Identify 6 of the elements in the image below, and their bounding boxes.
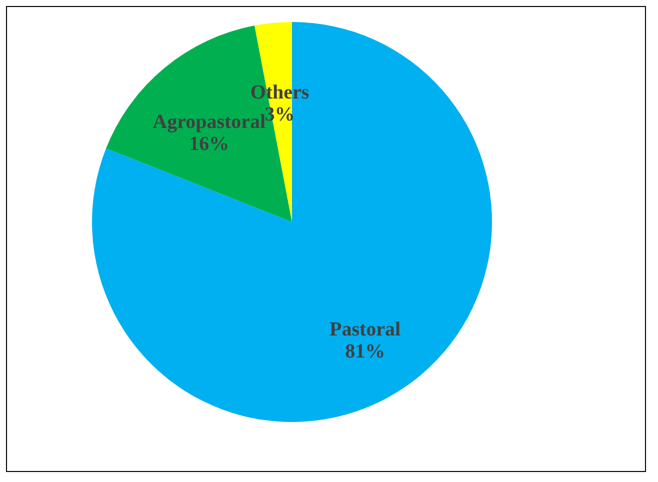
- slice-label: Pastoral: [330, 318, 402, 341]
- data-label: 81%: [345, 340, 386, 363]
- data-label: 16%: [189, 132, 230, 155]
- slice-label: Agropastoral: [152, 110, 266, 133]
- pie-slice: [92, 22, 492, 422]
- slice-label: Others: [250, 82, 310, 104]
